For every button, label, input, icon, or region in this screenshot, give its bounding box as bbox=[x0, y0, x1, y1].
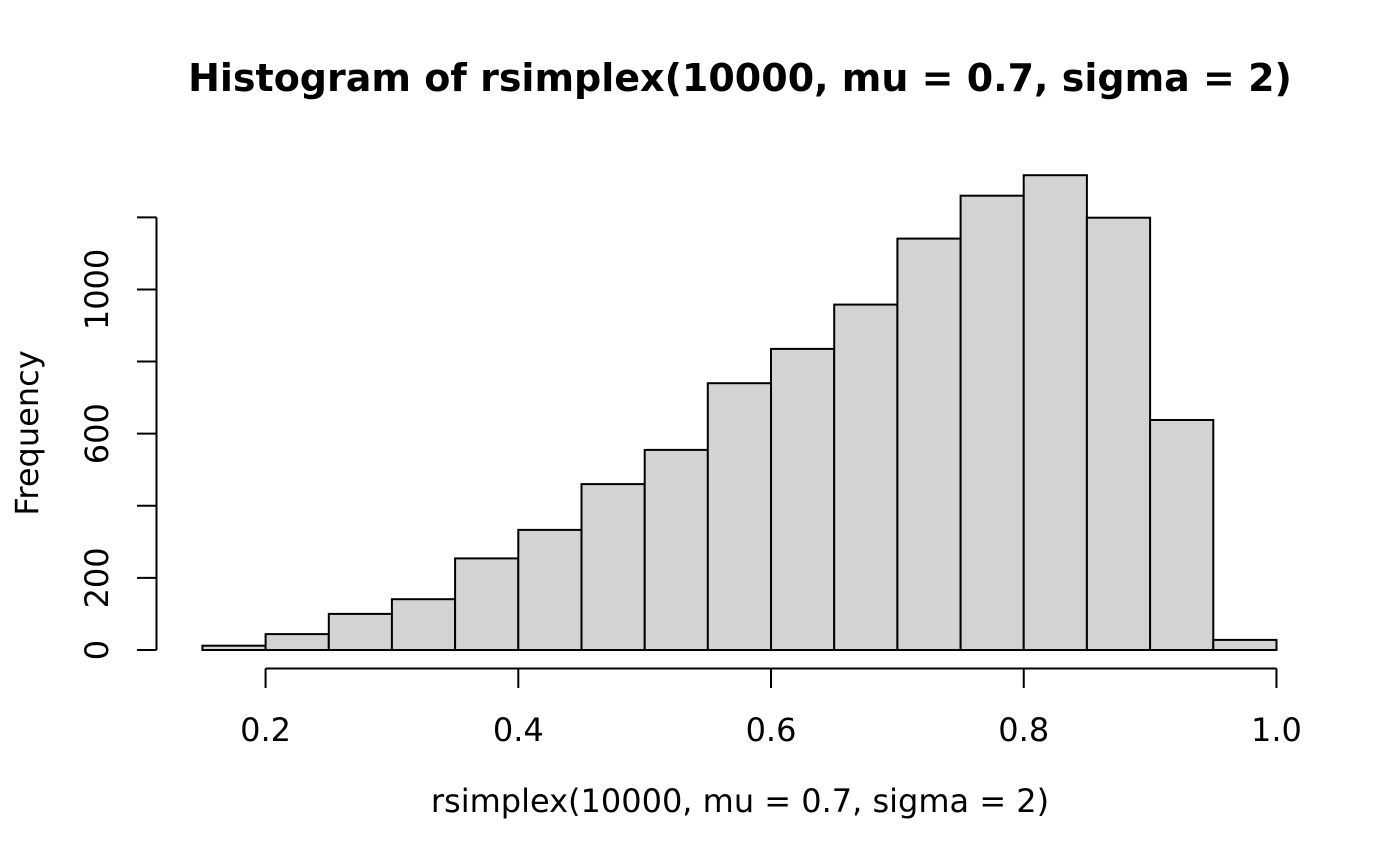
chart-title: Histogram of rsimplex(10000, mu = 0.7, s… bbox=[188, 56, 1292, 100]
histogram-bar bbox=[1085, 216, 1152, 651]
histogram-bar bbox=[454, 557, 520, 652]
x-tick-label: 0.4 bbox=[493, 711, 544, 749]
histogram-bar bbox=[264, 633, 330, 651]
histogram-bar bbox=[517, 528, 583, 652]
histogram-bar bbox=[1149, 419, 1215, 651]
y-axis-label: Frequency bbox=[8, 350, 46, 516]
x-axis-label: rsimplex(10000, mu = 0.7, sigma = 2) bbox=[430, 782, 1050, 820]
x-tick-label: 0.2 bbox=[240, 711, 291, 749]
histogram-bar bbox=[959, 194, 1025, 651]
x-tick-label: 0.8 bbox=[998, 711, 1049, 749]
y-tick-label: 200 bbox=[78, 547, 116, 608]
y-tick-label: 1000 bbox=[78, 249, 116, 330]
histogram-bar bbox=[833, 303, 899, 651]
histogram-bar bbox=[1022, 174, 1088, 651]
histogram-bar bbox=[580, 483, 646, 651]
histogram-bar bbox=[327, 612, 393, 652]
x-tick-label: 0.6 bbox=[746, 711, 797, 749]
histogram-bar bbox=[770, 347, 836, 651]
histogram-bar bbox=[643, 448, 709, 651]
histogram-bar bbox=[1212, 638, 1278, 652]
x-tick-label: 1.0 bbox=[1251, 711, 1302, 749]
y-tick-label: 600 bbox=[78, 403, 116, 464]
y-tick-label: 0 bbox=[78, 640, 116, 660]
histogram-bar bbox=[201, 644, 267, 652]
histogram-bar bbox=[390, 598, 457, 652]
histogram-bar bbox=[896, 237, 962, 651]
histogram-bar bbox=[706, 382, 772, 651]
